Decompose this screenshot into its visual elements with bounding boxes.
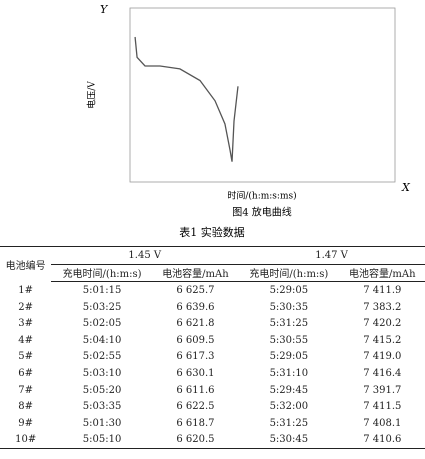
table-cell: 3# — [18, 318, 34, 330]
figure: Y X 电压/V 时间/(h:m:s:ms) 图4 放电曲线 表1 实验数据 — [86, 3, 412, 239]
table-cell: 5:02:55 — [82, 351, 122, 363]
table-cell: 6 609.5 — [176, 334, 215, 346]
table-cell: 7 411.9 — [363, 284, 402, 296]
header-cell: 电池容量/mAh — [339, 264, 425, 283]
table-cell: 5:31:25 — [269, 318, 309, 330]
table-cell: 5:04:10 — [82, 334, 122, 346]
table-cell: 5:03:25 — [82, 301, 122, 313]
table-cell: 5:05:20 — [82, 384, 122, 396]
header-cell: 电池容量/mAh — [152, 264, 239, 283]
table-cell: 5:01:15 — [82, 284, 122, 296]
table-cell: 2# — [18, 301, 34, 313]
table-cell: 7 383.2 — [363, 301, 402, 313]
figure-caption: 图4 放电曲线 — [232, 206, 292, 219]
table-row: 4# 5:04:10 6 609.5 5:30:55 7 415.2 — [0, 332, 425, 349]
plot-frame — [129, 7, 396, 183]
table-cell: 1# — [18, 284, 34, 296]
table-body: 1# 5:01:15 6 625.7 5:29:05 7 411.9 2# 5:03:25 6… — [0, 282, 425, 450]
table-cell: 5:05:10 — [51, 431, 153, 450]
table-cell: 7 419.0 — [363, 351, 402, 363]
group-header: 1.45 V — [51, 246, 239, 265]
table-cell: 5# — [18, 351, 34, 363]
table-cell: 7 411.5 — [363, 401, 402, 413]
table-cell: 7 391.7 — [363, 384, 402, 396]
table-cell: 5:29:45 — [269, 384, 309, 396]
table-row: 1# 5:01:15 6 625.7 5:29:05 7 411.9 — [0, 282, 425, 299]
table-cell: 5:29:05 — [269, 284, 309, 296]
x-axis-letter: X — [401, 181, 411, 194]
table-cell: 5:30:35 — [269, 301, 309, 313]
table-row: 3# 5:02:05 6 621.8 5:31:25 7 420.2 — [0, 315, 425, 332]
table: 电池编号 1.45 V 1.47 V 充电时间/(h:m:s) 电池容量/mAh… — [0, 245, 425, 450]
header-cell: 充电时间/(h:m:s) — [51, 264, 153, 283]
table-row: 6# 5:03:10 6 630.1 5:31:10 7 416.4 — [0, 365, 425, 382]
table-cell: 7 410.6 — [339, 431, 425, 450]
table-cell: 5:03:35 — [82, 401, 122, 413]
table-cell: 6 625.7 — [176, 284, 215, 296]
table-cell: 5:31:25 — [269, 417, 309, 429]
table-cell: 7 415.2 — [363, 334, 402, 346]
table-cell: 7# — [18, 384, 34, 396]
table-cell: 4# — [18, 334, 34, 346]
table-row: 7# 5:05:20 6 611.6 5:29:45 7 391.7 — [0, 382, 425, 399]
table-cell: 5:03:10 — [82, 367, 122, 379]
table-cell: 6 621.8 — [176, 318, 215, 330]
line-series — [134, 36, 239, 162]
y-axis-label: 电压/V — [86, 81, 98, 109]
table-row: 9# 5:01:30 6 618.7 5:31:25 7 408.1 — [0, 415, 425, 432]
table-cell: 6 620.5 — [152, 431, 239, 450]
table-cell: 7 408.1 — [363, 417, 402, 429]
y-axis-letter: Y — [100, 3, 109, 16]
table-row: 10# 5:05:10 6 620.5 5:30:45 7 410.6 — [0, 431, 425, 450]
header-cell: 电池编号 — [0, 245, 52, 282]
table-cell: 5:30:55 — [269, 334, 309, 346]
x-axis-label: 时间/(h:m:s:ms) — [227, 190, 296, 202]
table-cell: 5:30:45 — [238, 431, 340, 450]
table-cell: 6 622.5 — [176, 401, 215, 413]
table-cell: 5:29:05 — [269, 351, 309, 363]
table-cell: 6 617.3 — [176, 351, 215, 363]
table-row: 8# 5:03:35 6 622.5 5:32:00 7 411.5 — [0, 398, 425, 415]
table-cell: 7 416.4 — [363, 367, 402, 379]
table-cell: 9# — [18, 417, 34, 429]
table-cell: 6# — [18, 367, 34, 379]
table-cell: 8# — [18, 401, 34, 413]
table-cell: 5:01:30 — [82, 417, 122, 429]
table-cell: 5:32:00 — [269, 401, 309, 413]
table-cell: 7 420.2 — [363, 318, 402, 330]
table-cell: 5:31:10 — [269, 367, 309, 379]
group-header: 1.47 V — [238, 246, 425, 265]
table-cell: 5:02:05 — [82, 318, 122, 330]
table-cell: 6 618.7 — [176, 417, 215, 429]
table-cell: 10# — [0, 431, 52, 450]
header-cell: 充电时间/(h:m:s) — [238, 264, 340, 283]
table-cell: 6 639.6 — [176, 301, 215, 313]
table-cell: 6 611.6 — [176, 384, 215, 396]
table-caption: 表1 实验数据 — [179, 225, 245, 239]
table-row: 5# 5:02:55 6 617.3 5:29:05 7 419.0 — [0, 349, 425, 366]
table-cell: 6 630.1 — [176, 367, 215, 379]
table-row: 2# 5:03:25 6 639.6 5:30:35 7 383.2 — [0, 299, 425, 316]
